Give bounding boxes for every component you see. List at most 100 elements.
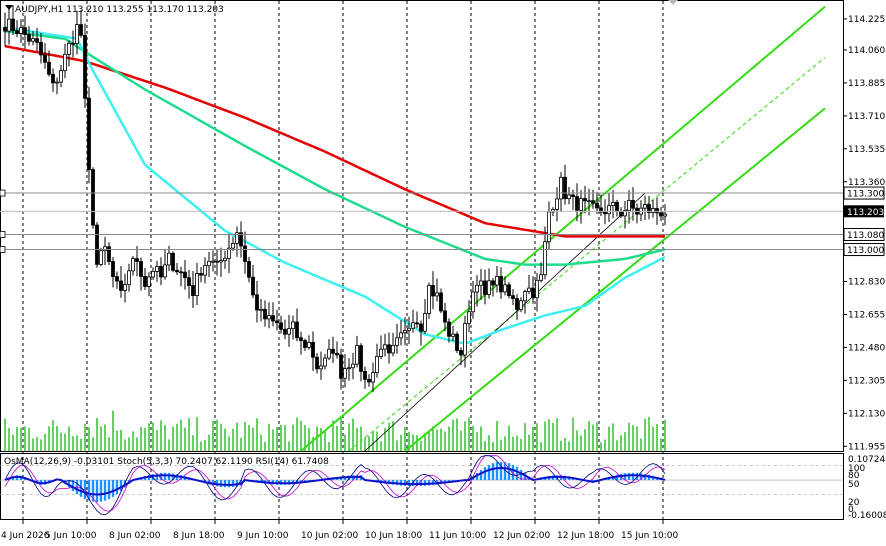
candle — [391, 332, 395, 357]
candle — [547, 201, 551, 250]
candle-body — [199, 273, 203, 276]
time-tick-label: 8 Jun 02:00 — [109, 531, 161, 541]
candle — [267, 302, 271, 329]
candle — [475, 275, 479, 307]
candle-body — [163, 264, 167, 278]
current-price-box — [844, 205, 884, 218]
candle — [319, 351, 323, 380]
candle — [527, 274, 531, 295]
shift-marker-icon[interactable] — [668, 0, 678, 5]
candle — [187, 270, 191, 299]
level-label: 113.080 — [847, 231, 884, 241]
candle — [415, 311, 419, 328]
candle — [511, 289, 515, 306]
candle — [455, 331, 459, 353]
candle-body — [475, 284, 479, 293]
candle — [403, 317, 407, 346]
candle-body — [431, 285, 435, 297]
candle-body — [283, 328, 287, 335]
candle-body — [39, 41, 43, 56]
candle — [383, 333, 387, 357]
level-box — [843, 227, 885, 241]
candle — [599, 194, 603, 217]
candle-body — [135, 258, 139, 262]
candle — [219, 247, 223, 277]
candle — [179, 266, 183, 287]
candle-body — [567, 194, 571, 200]
candle — [131, 255, 135, 276]
candle — [103, 236, 107, 266]
candle-body — [439, 292, 443, 312]
candle — [371, 362, 375, 393]
candle-body — [559, 176, 563, 200]
time-tick-label: 9 Jun 10:00 — [237, 531, 289, 541]
candle-body — [195, 273, 199, 296]
price-tick-label: 111.955 — [848, 442, 885, 452]
candle-body — [251, 276, 255, 296]
ema-green-line — [4, 29, 666, 266]
candle — [327, 339, 331, 361]
candle-body — [347, 367, 351, 370]
candle — [183, 260, 187, 290]
time-tick-label: 10 Jun 02:00 — [301, 531, 358, 541]
candle-body — [503, 284, 507, 293]
candle-body — [143, 276, 147, 287]
candle — [359, 343, 363, 382]
candle — [439, 288, 443, 314]
candle — [379, 335, 383, 359]
candle-body — [115, 276, 119, 282]
candle-body — [523, 291, 527, 302]
candle-body — [111, 261, 115, 278]
candle — [555, 187, 559, 222]
candle — [151, 267, 155, 280]
candle — [91, 167, 95, 229]
candle — [115, 271, 119, 289]
candle-body — [227, 247, 231, 259]
time-tick-label: 10 Jun 18:00 — [365, 531, 422, 541]
candle — [199, 267, 203, 283]
price-tick-label: 114.225 — [848, 15, 885, 25]
candle — [295, 308, 299, 342]
candle-body — [543, 241, 547, 276]
candle — [175, 262, 179, 275]
candle — [43, 43, 47, 69]
price-tick-label: 113.360 — [848, 178, 885, 188]
candle-body — [243, 245, 247, 262]
candle — [375, 343, 379, 378]
candle — [99, 247, 103, 267]
candle — [387, 332, 391, 364]
candle-body — [43, 54, 47, 63]
candle-body — [359, 345, 363, 372]
candle-body — [119, 280, 123, 291]
level-label: 113.300 — [847, 190, 884, 200]
candle — [515, 294, 519, 320]
channel-middle-line — [348, 57, 826, 452]
time-tick-label: 12 Jun 02:00 — [493, 531, 550, 541]
price-tick-label: 113.885 — [848, 79, 885, 89]
collapse-triangle-icon[interactable] — [5, 5, 13, 10]
price-tick-label: 113.535 — [848, 145, 885, 155]
candle-body — [575, 196, 579, 211]
candle-body — [211, 260, 215, 263]
price-tick-label: 112.305 — [848, 376, 885, 386]
candle-body — [663, 213, 667, 217]
rsi-level-label: 80 — [848, 471, 860, 481]
candle — [203, 257, 207, 284]
candle-body — [299, 337, 303, 341]
candle-body — [131, 258, 135, 272]
candle — [623, 200, 627, 229]
price-axis: 114.225 114.060 113.885 113.710 113.535 113.3… — [843, 15, 885, 452]
candle — [67, 40, 71, 67]
candle — [75, 10, 79, 55]
candle — [503, 276, 507, 296]
candle — [463, 315, 467, 368]
candle-body — [23, 27, 27, 35]
candle — [615, 199, 619, 217]
candle-body — [643, 204, 647, 209]
candle — [231, 236, 235, 252]
candle-body — [171, 252, 175, 271]
candle — [639, 200, 643, 222]
channel-lower-line — [404, 107, 826, 452]
candle — [451, 325, 455, 342]
